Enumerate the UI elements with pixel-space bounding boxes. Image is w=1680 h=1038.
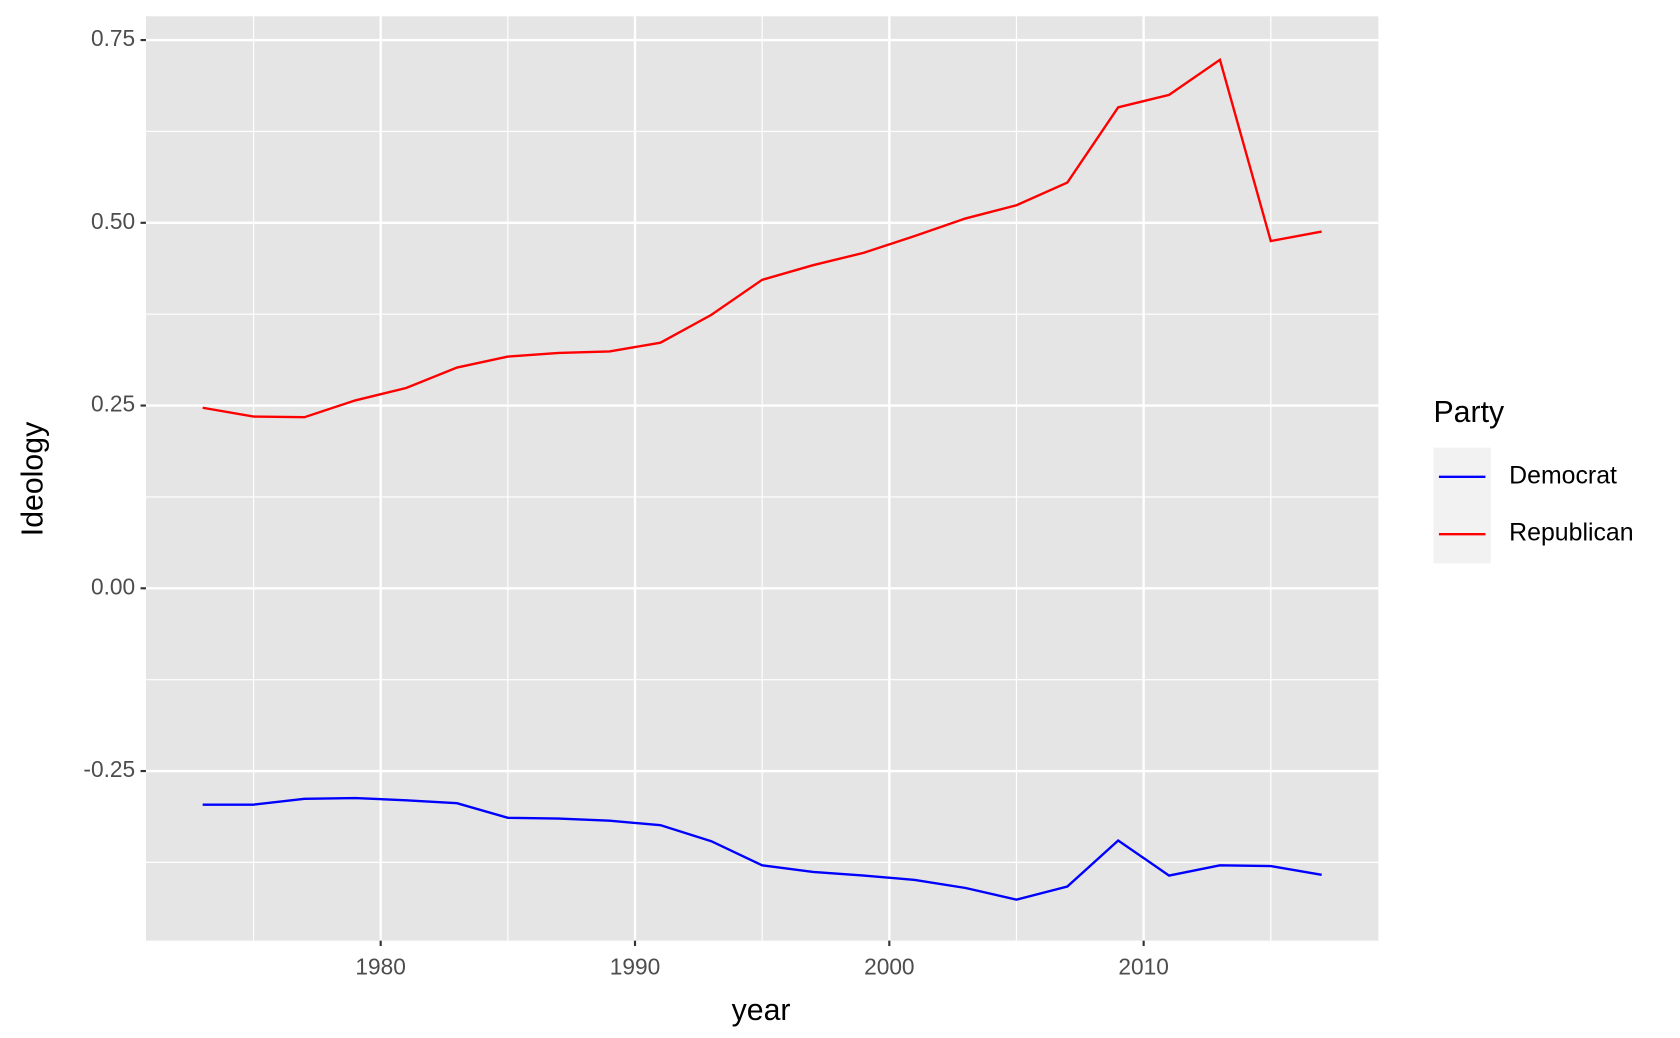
x-axis-title: year [732,994,791,1027]
y-axis-title: Ideology [17,421,50,536]
x-tick-label: 1990 [610,954,660,980]
x-tick-label: 1980 [355,954,405,980]
y-tick-label: -0.25 [83,756,135,782]
line-series [202,796,1322,901]
legend-key-bg [1433,447,1491,564]
y-tick-label: 0.75 [91,25,135,51]
line-series [202,57,1322,419]
y-tick-label: 0.00 [91,573,135,599]
y-tick-label: 0.25 [91,391,135,417]
legend-label: Democrat [1509,461,1617,489]
legend-title: Party [1434,396,1506,429]
legend-label: Republican [1509,519,1633,547]
x-tick-label: 2000 [864,954,914,980]
x-tick-label: 2010 [1118,954,1168,980]
y-tick-label: 0.50 [91,208,135,234]
